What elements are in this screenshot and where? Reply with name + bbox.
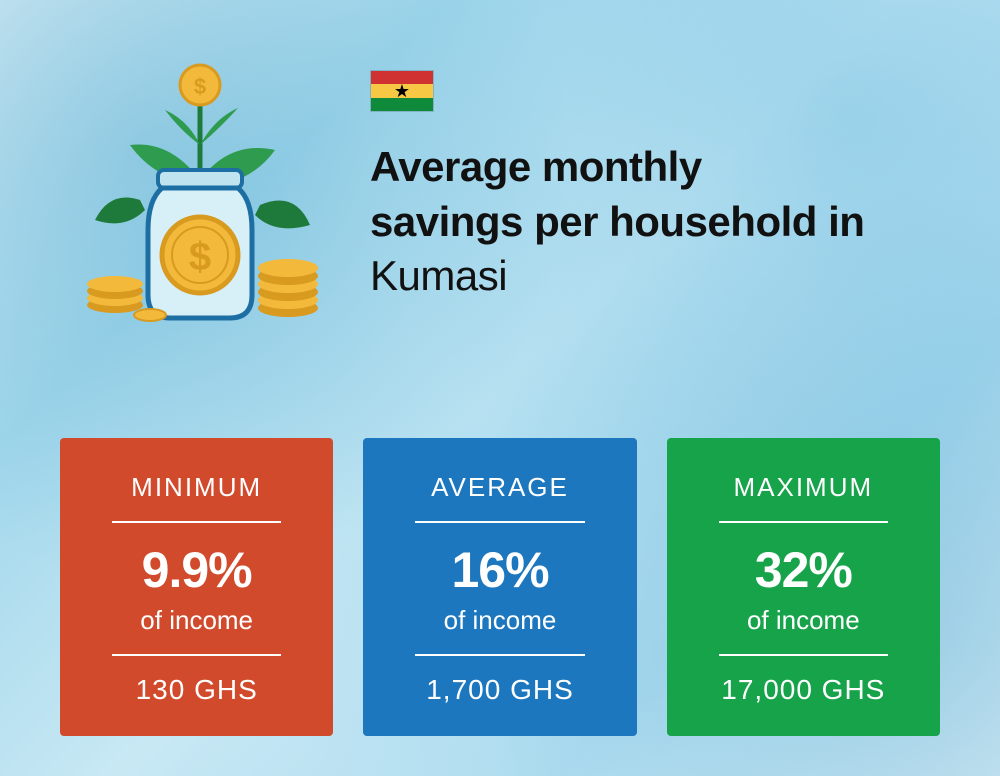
coin-stack-left-icon	[87, 276, 143, 313]
card-label: AVERAGE	[391, 472, 608, 503]
card-subtext: of income	[695, 605, 912, 636]
card-percent: 9.9%	[88, 541, 305, 599]
savings-jar-illustration: $ $	[70, 50, 330, 330]
card-subtext: of income	[88, 605, 305, 636]
title-line1: Average monthly	[370, 143, 702, 190]
card-label: MAXIMUM	[695, 472, 912, 503]
card-amount: 130 GHS	[88, 674, 305, 706]
card-label: MINIMUM	[88, 472, 305, 503]
divider	[719, 654, 889, 656]
svg-text:$: $	[189, 235, 211, 279]
card-average: AVERAGE 16% of income 1,700 GHS	[363, 438, 636, 736]
ghana-flag-icon: ★	[370, 70, 434, 112]
svg-text:$: $	[194, 74, 206, 99]
card-percent: 32%	[695, 541, 912, 599]
card-amount: 1,700 GHS	[391, 674, 608, 706]
divider	[719, 521, 889, 523]
divider	[112, 521, 282, 523]
page-title: Average monthly savings per household in…	[370, 140, 940, 304]
title-city: Kumasi	[370, 252, 507, 299]
coin-stack-right-icon	[258, 259, 318, 317]
card-amount: 17,000 GHS	[695, 674, 912, 706]
title-line2: savings per household in	[370, 198, 864, 245]
divider	[112, 654, 282, 656]
divider	[415, 654, 585, 656]
card-subtext: of income	[391, 605, 608, 636]
stats-cards: MINIMUM 9.9% of income 130 GHS AVERAGE 1…	[60, 438, 940, 736]
flag-star-icon: ★	[394, 82, 410, 100]
savings-jar-icon: $	[148, 170, 252, 318]
card-minimum: MINIMUM 9.9% of income 130 GHS	[60, 438, 333, 736]
title-block: ★ Average monthly savings per household …	[370, 50, 940, 304]
divider	[415, 521, 585, 523]
card-percent: 16%	[391, 541, 608, 599]
card-maximum: MAXIMUM 32% of income 17,000 GHS	[667, 438, 940, 736]
header: $ $ ★ Average monthly savings per house	[70, 50, 940, 330]
